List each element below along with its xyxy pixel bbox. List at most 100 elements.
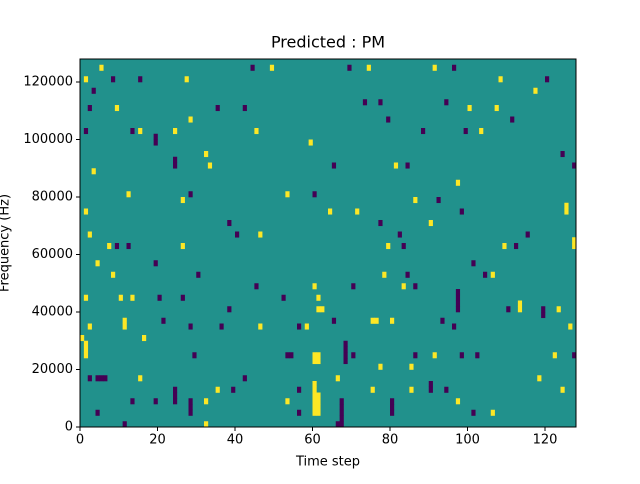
- heatmap-cell: [514, 243, 519, 250]
- heatmap-cell: [397, 231, 402, 238]
- heatmap-cell: [455, 294, 461, 301]
- heatmap-cell: [91, 168, 96, 175]
- heatmap-cell: [541, 306, 546, 313]
- heatmap-cell: [517, 306, 523, 313]
- heatmap-cell: [390, 404, 395, 411]
- heatmap-cell: [188, 398, 193, 405]
- heatmap-cell: [130, 398, 135, 405]
- heatmap-cell: [289, 352, 294, 359]
- heatmap-cell: [215, 105, 220, 112]
- x-tick-label: 120: [533, 433, 558, 448]
- heatmap-cell: [312, 352, 317, 359]
- y-tick-label: 120000: [23, 75, 73, 90]
- heatmap-cell: [107, 243, 112, 250]
- y-tick-label: 80000: [32, 190, 73, 205]
- heatmap-cell: [207, 162, 213, 169]
- heatmap-cell: [455, 300, 461, 307]
- heatmap-cell: [316, 294, 321, 301]
- heatmap-cell: [227, 220, 232, 227]
- heatmap-cell: [339, 421, 344, 428]
- heatmap-cell: [347, 64, 352, 71]
- heatmap-cell: [316, 358, 321, 365]
- heatmap-cell: [126, 191, 131, 198]
- heatmap-cell: [126, 243, 131, 250]
- heatmap-cell: [173, 128, 178, 135]
- heatmap-cell: [87, 375, 92, 382]
- heatmap-cell: [118, 294, 123, 301]
- heatmap-cell: [316, 404, 321, 411]
- heatmap-cell: [196, 271, 201, 278]
- heatmap-cell: [490, 271, 495, 278]
- heatmap-cell: [483, 271, 488, 278]
- x-axis-label: Time step: [295, 455, 360, 470]
- x-tick-label: 80: [382, 433, 399, 448]
- heatmap-cell: [83, 128, 89, 135]
- heatmap-cell: [421, 128, 426, 135]
- heatmap-cell: [227, 306, 232, 313]
- heatmap-cell: [83, 352, 89, 359]
- heatmap-cell: [316, 306, 321, 313]
- heatmap-cell: [250, 64, 255, 71]
- heatmap-cell: [83, 346, 89, 353]
- heatmap-cell: [192, 352, 197, 359]
- heatmap-cell: [463, 128, 468, 135]
- heatmap-cell: [83, 340, 89, 347]
- heatmap-cell: [459, 208, 464, 215]
- heatmap-cell: [312, 398, 317, 405]
- y-tick-label: 0: [65, 420, 73, 435]
- heatmap-cell: [560, 386, 565, 393]
- heatmap-cell: [455, 398, 461, 405]
- heatmap-cell: [316, 352, 321, 359]
- heatmap-cell: [413, 352, 418, 359]
- heatmap-cell: [316, 398, 321, 405]
- heatmap-cell: [235, 231, 240, 238]
- heatmap-cell: [95, 409, 100, 416]
- heatmap-cell: [130, 128, 135, 135]
- heatmap-cell: [331, 317, 337, 324]
- heatmap-cell: [510, 116, 515, 123]
- heatmap-cell: [455, 306, 461, 313]
- heatmap-cell: [103, 375, 108, 382]
- heatmap-cell: [498, 76, 503, 83]
- heatmap-cell: [564, 208, 569, 215]
- heatmap-cell: [343, 352, 348, 359]
- heatmap-cell: [455, 179, 461, 186]
- heatmap-cell: [545, 76, 550, 83]
- heatmap-cell: [153, 260, 158, 267]
- heatmap-cell: [409, 363, 414, 370]
- heatmap-cell: [541, 312, 546, 319]
- heatmap-cell: [184, 76, 189, 83]
- heatmap-cell: [378, 363, 383, 370]
- heatmap-cell: [552, 352, 557, 359]
- heatmap-cell: [494, 105, 499, 112]
- heatmap-cell: [231, 386, 236, 393]
- heatmap-cell: [428, 386, 433, 393]
- heatmap-cell: [312, 381, 317, 388]
- heatmap-cell: [157, 294, 162, 301]
- heatmap-cell: [444, 99, 449, 106]
- heatmap-cell: [339, 415, 344, 422]
- heatmap-cell: [452, 64, 457, 71]
- heatmap-cell: [312, 409, 317, 416]
- heatmap-cell: [173, 392, 178, 399]
- heatmap-cell: [138, 76, 143, 83]
- heatmap-cell: [297, 409, 302, 416]
- heatmap-cell: [401, 243, 406, 250]
- x-tick-label: 40: [227, 433, 244, 448]
- heatmap-cell: [316, 392, 321, 399]
- heatmap-cell: [428, 220, 433, 227]
- heatmap-cell: [351, 283, 356, 290]
- heatmap-cell: [87, 231, 92, 238]
- chart-title: Predicted : PM: [271, 33, 385, 52]
- heatmap-cell: [173, 156, 178, 163]
- heatmap-cell: [111, 271, 116, 278]
- y-tick-label: 20000: [32, 362, 73, 377]
- heatmap-cell: [386, 243, 391, 250]
- heatmap-cell: [173, 386, 178, 393]
- heatmap-cell: [506, 306, 511, 313]
- heatmap-cell: [390, 317, 395, 324]
- heatmap-cell: [95, 260, 100, 267]
- heatmap-cell: [114, 105, 120, 112]
- heatmap-cell: [285, 398, 290, 405]
- y-tick-label: 40000: [32, 305, 73, 320]
